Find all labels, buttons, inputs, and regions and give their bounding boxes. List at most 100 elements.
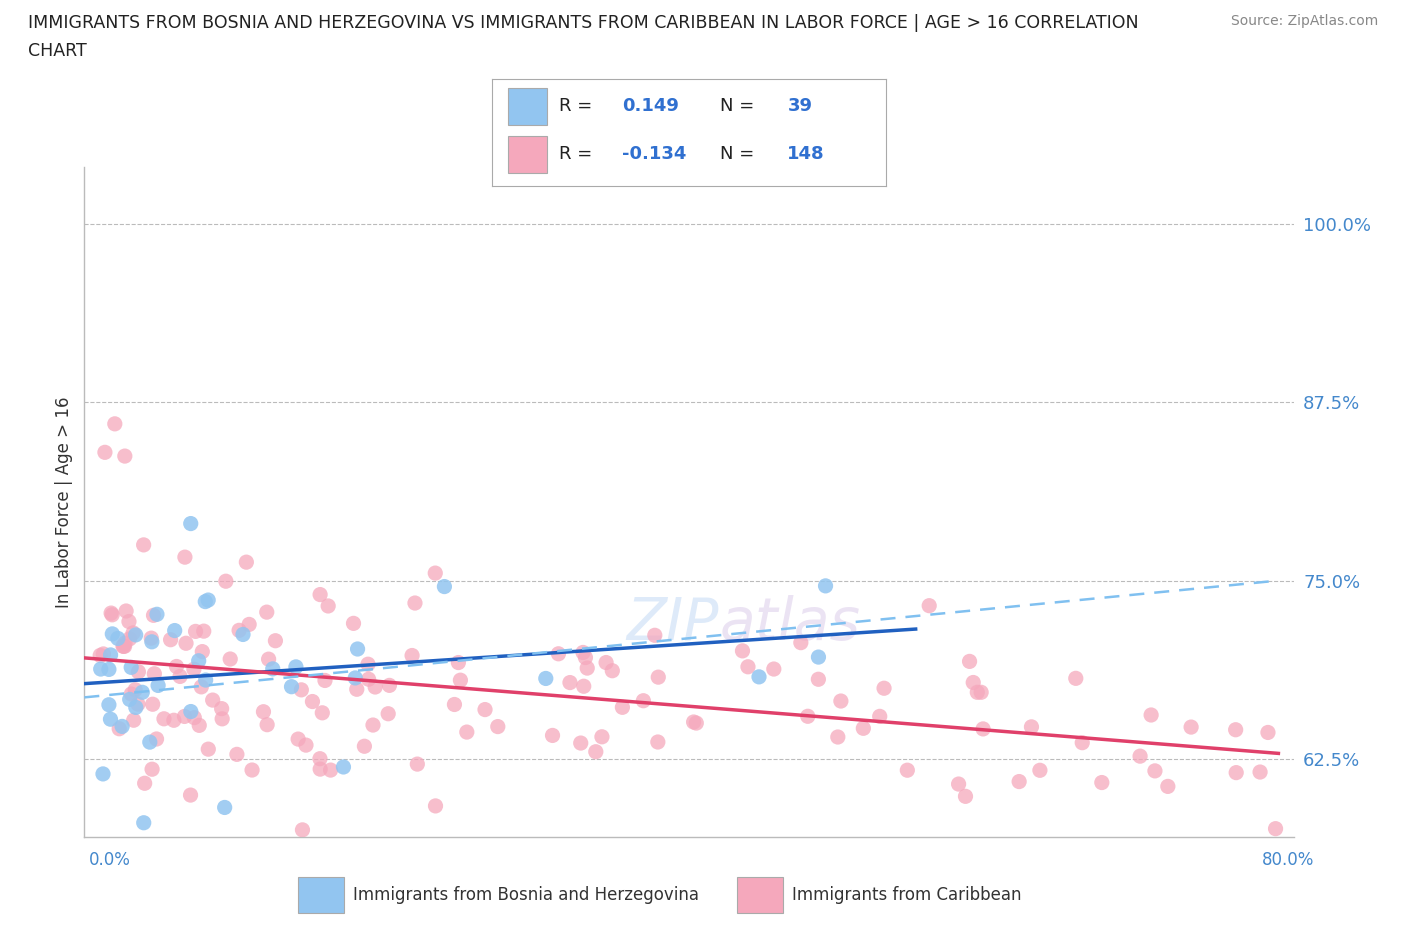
Point: [807, 671, 830, 686]
Point: [959, 654, 981, 669]
Text: N =: N =: [720, 98, 755, 115]
Point: [180, 516, 202, 531]
Point: [612, 700, 634, 715]
Point: [790, 635, 813, 650]
Point: [159, 632, 181, 647]
Text: Immigrants from Bosnia and Herzegovina: Immigrants from Bosnia and Herzegovina: [353, 886, 699, 904]
Point: [132, 538, 155, 552]
Point: [1129, 749, 1152, 764]
Point: [569, 736, 592, 751]
Point: [141, 631, 163, 645]
Point: [238, 617, 260, 631]
Point: [314, 673, 336, 688]
Point: [401, 648, 423, 663]
Point: [591, 729, 613, 744]
Point: [174, 636, 197, 651]
Text: 0.149: 0.149: [621, 98, 679, 115]
Point: [425, 565, 447, 580]
Point: [262, 661, 284, 676]
Point: [153, 711, 176, 726]
Point: [142, 608, 165, 623]
Point: [404, 595, 426, 610]
Point: [972, 722, 994, 737]
Point: [180, 788, 202, 803]
Point: [1140, 708, 1163, 723]
Point: [142, 697, 165, 711]
Point: [122, 712, 145, 727]
Text: 39: 39: [787, 98, 813, 115]
Point: [228, 623, 250, 638]
Point: [827, 729, 849, 744]
Point: [443, 698, 465, 712]
Point: [235, 554, 257, 569]
Text: N =: N =: [720, 145, 755, 164]
Point: [127, 664, 149, 679]
Text: IMMIGRANTS FROM BOSNIA AND HERZEGOVINA VS IMMIGRANTS FROM CARIBBEAN IN LABOR FOR: IMMIGRANTS FROM BOSNIA AND HERZEGOVINA V…: [28, 14, 1139, 32]
Point: [257, 652, 280, 667]
Point: [146, 607, 169, 622]
Point: [169, 669, 191, 684]
Point: [737, 659, 759, 674]
Point: [346, 642, 368, 657]
Point: [682, 714, 704, 729]
FancyBboxPatch shape: [508, 87, 547, 125]
Point: [97, 698, 120, 712]
Point: [342, 616, 364, 631]
Point: [541, 728, 564, 743]
Text: R =: R =: [560, 145, 592, 164]
Point: [447, 655, 470, 670]
Point: [762, 661, 785, 676]
Point: [122, 626, 145, 641]
Point: [918, 598, 941, 613]
Y-axis label: In Labor Force | Age > 16: In Labor Force | Age > 16: [55, 396, 73, 608]
Point: [1225, 765, 1247, 780]
Point: [748, 670, 770, 684]
Point: [131, 684, 153, 699]
Point: [100, 647, 122, 662]
FancyBboxPatch shape: [298, 877, 344, 913]
Point: [280, 679, 302, 694]
Point: [644, 628, 666, 643]
Point: [685, 715, 707, 730]
Point: [852, 721, 875, 736]
Point: [219, 652, 242, 667]
Point: [962, 675, 984, 690]
Text: atlas: atlas: [720, 595, 860, 652]
Point: [193, 624, 215, 639]
Point: [425, 799, 447, 814]
Point: [585, 744, 607, 759]
Point: [184, 624, 207, 639]
Point: [572, 645, 595, 660]
Point: [797, 709, 820, 724]
Point: [830, 694, 852, 709]
Point: [111, 719, 134, 734]
Point: [118, 692, 141, 707]
Point: [132, 816, 155, 830]
Point: [449, 672, 471, 687]
Text: 80.0%: 80.0%: [1263, 851, 1315, 869]
FancyBboxPatch shape: [508, 136, 547, 173]
Point: [576, 660, 599, 675]
Point: [127, 697, 149, 711]
Point: [173, 709, 195, 724]
Point: [319, 763, 342, 777]
Point: [290, 683, 312, 698]
Point: [104, 417, 127, 432]
Point: [633, 693, 655, 708]
Point: [377, 706, 399, 721]
Text: Immigrants from Caribbean: Immigrants from Caribbean: [792, 886, 1021, 904]
Text: R =: R =: [560, 98, 592, 115]
Point: [141, 634, 163, 649]
Point: [107, 631, 129, 645]
Point: [166, 659, 188, 674]
Point: [183, 711, 205, 725]
Text: 0.0%: 0.0%: [89, 851, 131, 869]
Point: [197, 592, 219, 607]
Point: [211, 711, 233, 726]
Point: [115, 604, 138, 618]
Point: [90, 661, 112, 676]
FancyBboxPatch shape: [737, 877, 783, 913]
Point: [287, 732, 309, 747]
Text: 148: 148: [787, 145, 825, 164]
Point: [1071, 736, 1094, 751]
